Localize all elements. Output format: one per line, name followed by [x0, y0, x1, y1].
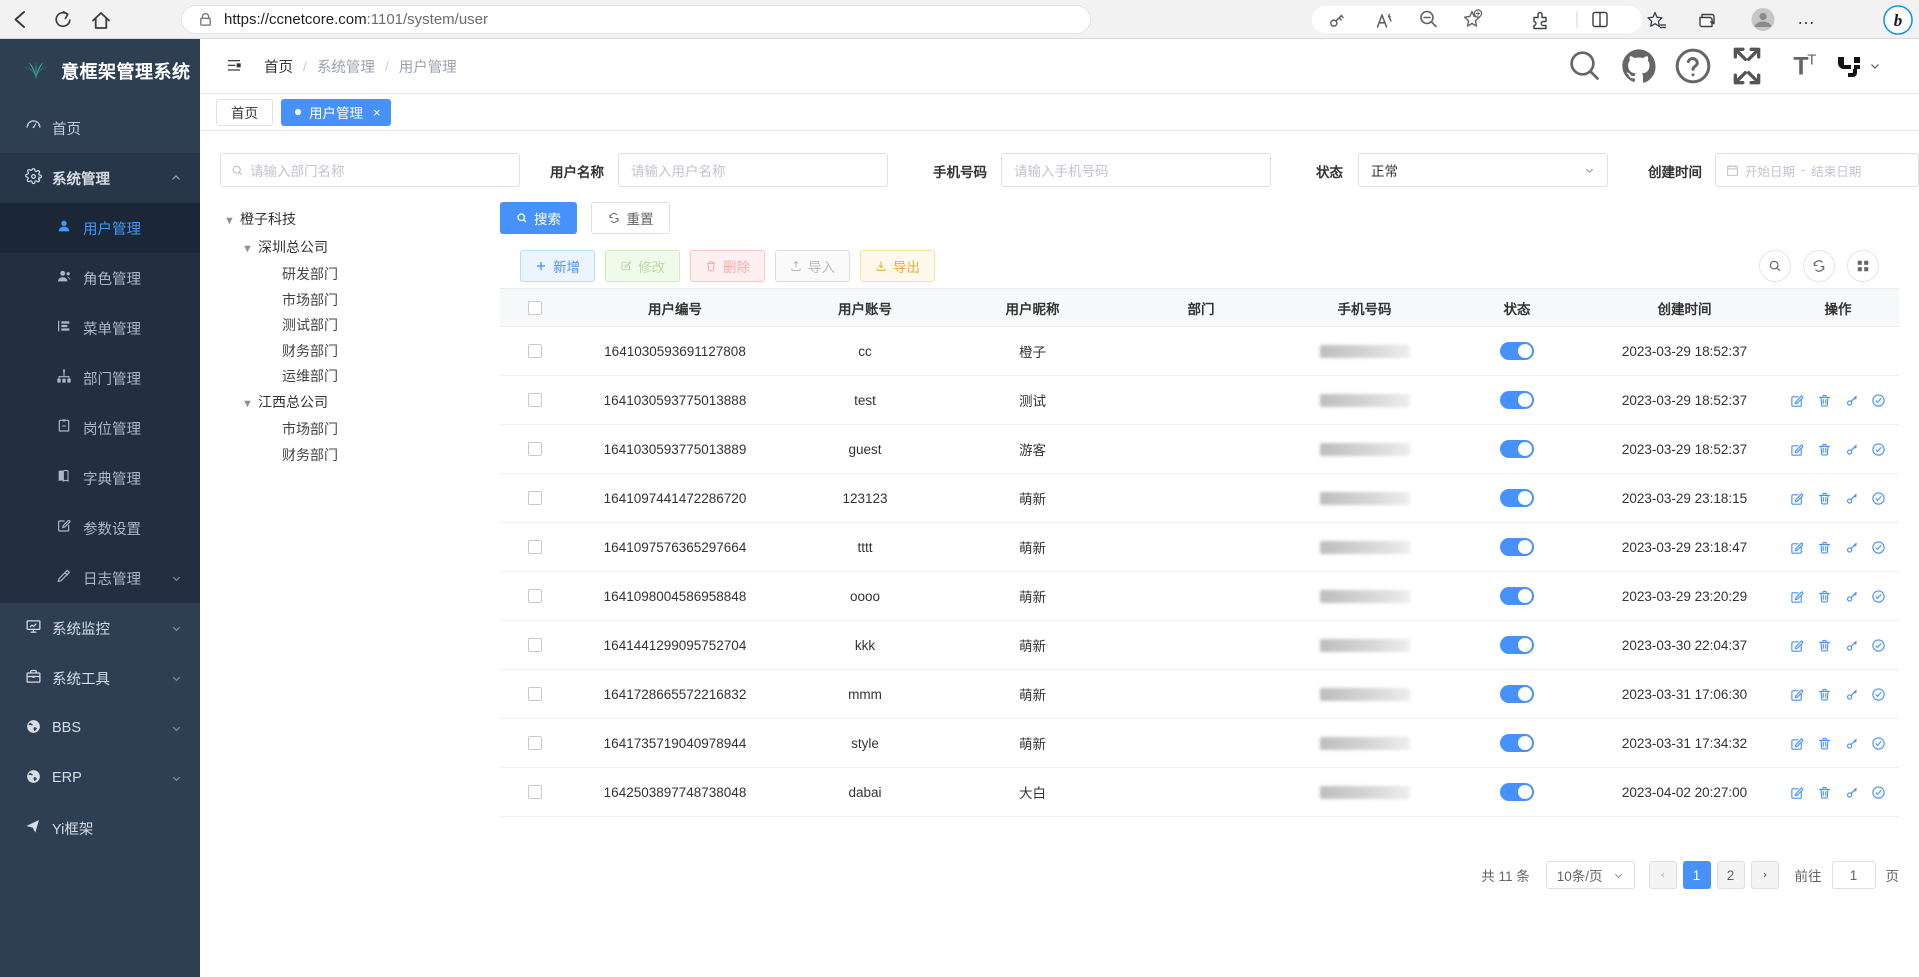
svg-text:…: …: [1797, 8, 1815, 28]
svg-text:T: T: [1807, 51, 1816, 68]
svg-text:b: b: [1894, 11, 1903, 30]
